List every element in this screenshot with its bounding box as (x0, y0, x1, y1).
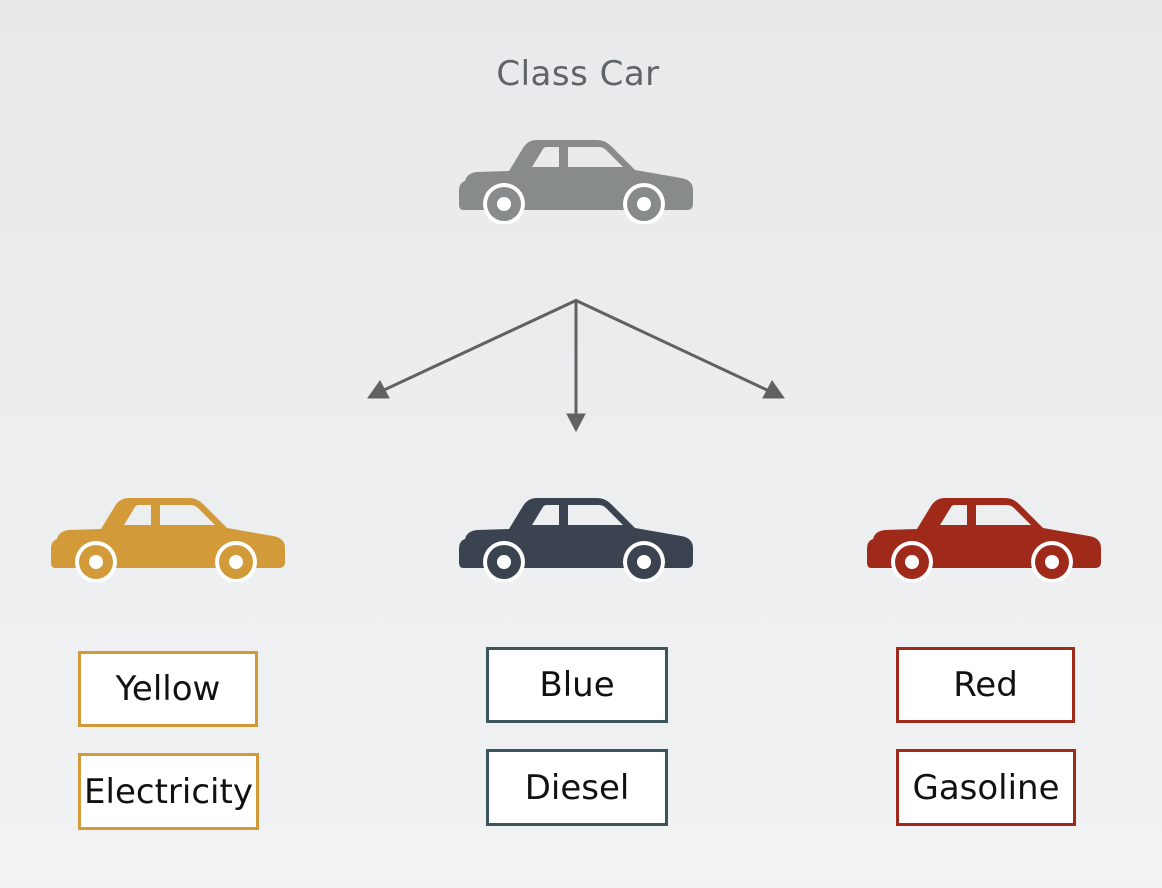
arrow-right-head (762, 380, 785, 399)
blue-fuel-label-box: Diesel (486, 749, 668, 826)
red-fuel-label-box: Gasoline (896, 749, 1076, 826)
class-car-title: Class Car (496, 54, 660, 94)
red-color-label-box: Red (896, 647, 1075, 723)
arrow-right-line (574, 298, 768, 392)
yellow-fuel-label-box: Electricity (78, 753, 259, 830)
yellow-color-label-box: Yellow (78, 651, 258, 727)
yellow-car-icon (51, 492, 287, 582)
red-car-icon (867, 492, 1103, 582)
arrow-left-line (383, 298, 578, 392)
blue-color-label-box: Blue (486, 647, 668, 723)
arrow-center-head (566, 413, 586, 433)
arrow-left-head (367, 380, 390, 399)
blue-car-icon (459, 492, 695, 582)
